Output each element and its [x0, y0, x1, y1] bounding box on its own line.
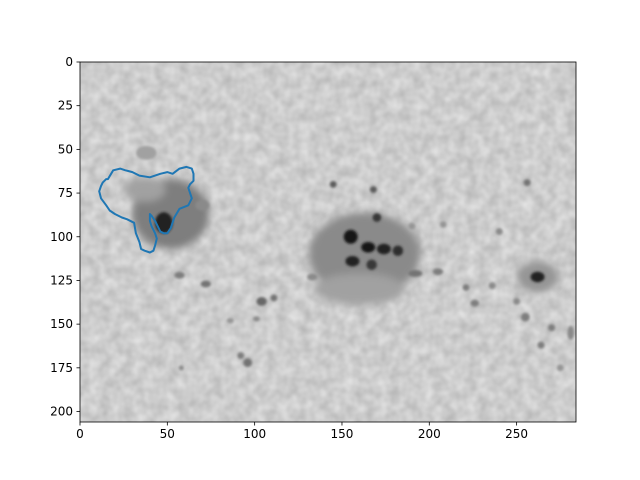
sunspot-pore: [520, 312, 530, 322]
sunspot-pore: [567, 325, 575, 340]
sunspot-pore: [369, 186, 377, 194]
sunspot-penumbra: [123, 177, 166, 202]
sunspot-umbra: [392, 245, 404, 256]
sunspot-umbra: [361, 242, 376, 253]
y-tick-label: 25: [58, 99, 73, 113]
y-tick-label: 75: [58, 186, 73, 200]
x-tick-label: 0: [76, 427, 84, 441]
y-tick-label: 50: [58, 142, 73, 156]
plot-area: [80, 62, 576, 422]
sunspot-pore: [174, 271, 185, 279]
sunspot-umbra: [343, 229, 358, 244]
sunspot-pore: [178, 365, 184, 371]
y-tick-label: 200: [50, 405, 73, 419]
x-tick-label: 100: [243, 427, 266, 441]
y-tick-label: 175: [50, 361, 73, 375]
sunspot-penumbra: [308, 212, 421, 297]
x-tick-label: 250: [505, 427, 528, 441]
axes-frame: [79, 61, 577, 423]
sunspot-pore: [200, 280, 211, 288]
sunspot-layer: [135, 145, 575, 372]
contour-layer: [98, 165, 195, 254]
sunspot-pore: [372, 213, 382, 222]
sunspot-pore: [439, 221, 447, 229]
sunspot-pore: [252, 316, 260, 322]
y-tick-label: 0: [65, 55, 73, 69]
sunspot-pore: [329, 180, 337, 188]
sunspot-pore: [408, 269, 423, 277]
y-tick-label: 125: [50, 273, 73, 287]
sunspot-umbra: [345, 255, 360, 267]
y-tick-label: 100: [50, 230, 73, 244]
sunspot-umbra: [530, 271, 545, 283]
sunspot-pore: [470, 299, 480, 307]
sunspot-pore: [307, 273, 318, 281]
sunspot-pore: [548, 324, 556, 332]
sunspot-penumbra: [314, 273, 405, 305]
sunspot-pore: [513, 297, 521, 305]
sunspot-pore: [495, 228, 503, 236]
sunspot-pore: [537, 341, 545, 349]
sunspot-pore: [462, 283, 470, 291]
sunspot-pore: [523, 179, 531, 187]
y-tick-label: 150: [50, 317, 73, 331]
sunspot-pore: [195, 200, 210, 211]
x-tick-label: 200: [418, 427, 441, 441]
sunspot-pore: [256, 297, 267, 306]
sunspot-pore: [324, 233, 332, 241]
sunspot-umbra: [366, 259, 377, 270]
sunspot-pore: [408, 222, 416, 230]
y-axis: 0 25 50 75 100 125 150 175 200: [50, 55, 80, 419]
x-axis: 0 50 100 150 200 250: [76, 422, 528, 441]
sunspot-pore: [432, 268, 444, 276]
x-tick-label: 50: [160, 427, 175, 441]
penumbra-layer: [123, 177, 559, 305]
contour-line: [98, 165, 195, 254]
sunspot-pore: [488, 282, 496, 290]
sunspot-pore: [226, 318, 234, 324]
sunspot-pore: [556, 364, 564, 372]
x-tick-label: 150: [331, 427, 354, 441]
sunspot-pore: [243, 358, 253, 367]
sunspot-pore: [135, 145, 157, 160]
sunspot-pore: [237, 352, 245, 360]
sunspot-umbra: [376, 243, 391, 255]
sunspot-pore: [270, 294, 278, 302]
